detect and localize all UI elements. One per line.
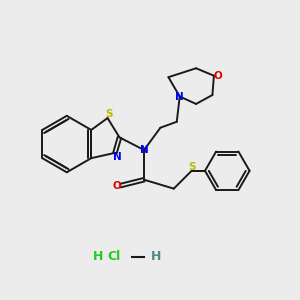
Text: S: S — [105, 109, 113, 119]
Text: H: H — [151, 250, 161, 263]
Text: Cl: Cl — [108, 250, 121, 263]
Text: N: N — [175, 92, 184, 101]
Text: N: N — [140, 145, 148, 155]
Text: O: O — [112, 181, 121, 191]
Text: N: N — [113, 152, 122, 162]
Text: O: O — [213, 71, 222, 81]
Text: S: S — [188, 162, 195, 172]
Text: H: H — [93, 250, 103, 263]
